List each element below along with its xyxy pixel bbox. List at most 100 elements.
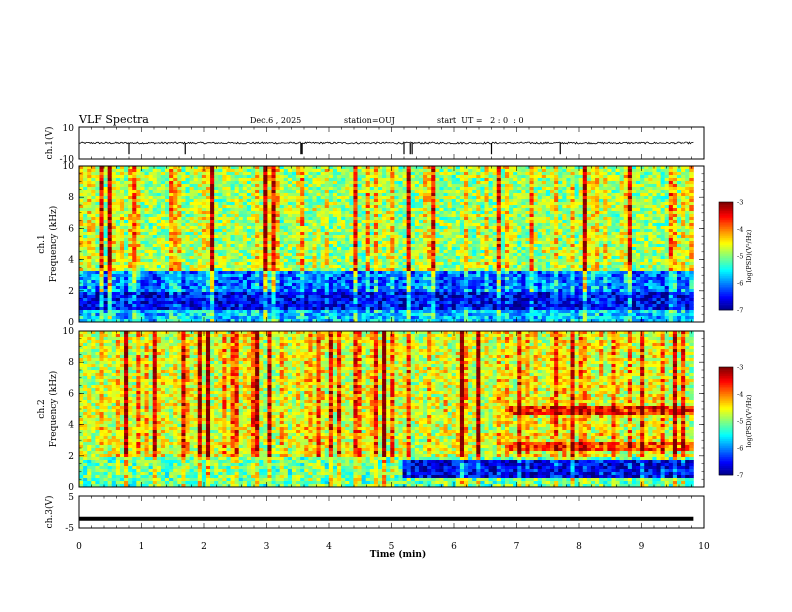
heatmap-cell [234,202,240,206]
heatmap-cell [406,289,412,293]
heatmap-cell [390,298,395,302]
heatmap-cell [337,226,342,230]
heatmap-cell [406,283,412,287]
heatmap-cell [267,265,272,269]
heatmap-cell [459,184,465,188]
heatmap-cell [320,181,326,185]
heatmap-cell [439,211,444,215]
heatmap-cell [255,313,260,317]
heatmap-cell [365,241,371,245]
heatmap-cell [328,247,334,251]
heatmap-cell [418,202,424,206]
heatmap-cell [267,178,272,182]
heatmap-cell [291,226,297,230]
heatmap-cell [410,223,416,227]
heatmap-cell [447,184,453,188]
heatmap-cell [378,211,383,215]
heatmap-cell [361,229,367,233]
heatmap-cell [431,211,436,215]
heatmap-cell [177,166,182,170]
heatmap-cell [144,202,150,206]
heatmap-cell [271,262,276,266]
heatmap-cell [398,271,403,275]
heatmap-cell [201,253,207,257]
heatmap-cell [259,307,264,311]
heatmap-cell [205,244,211,248]
heatmap-cell [156,235,162,239]
heatmap-cell [283,172,289,176]
heatmap-cell [148,208,154,212]
heatmap-cell [234,256,240,260]
heatmap-cell [361,301,367,305]
heatmap-cell [193,295,199,299]
heatmap-cell [136,247,141,251]
heatmap-cell [79,301,84,305]
heatmap-cell [410,319,416,323]
heatmap-cell [128,304,133,308]
heatmap-cell [312,184,317,188]
heatmap-cell [365,190,371,194]
heatmap-cell [447,247,453,251]
heatmap-cell [124,214,129,218]
heatmap-cell [291,310,297,314]
heatmap-cell [222,247,227,251]
heatmap-cell [324,274,330,278]
heatmap-cell [165,190,170,194]
heatmap-cell [439,238,444,242]
heatmap-cell [357,244,363,248]
heatmap-cell [132,301,137,305]
heatmap-cell [259,310,264,314]
heatmap-cell [341,190,346,194]
heatmap-cell [83,256,88,260]
heatmap-cell [357,184,363,188]
heatmap-cell [304,313,309,317]
heatmap-cell [214,298,219,302]
heatmap-cell [205,202,211,206]
heatmap-cell [378,232,383,236]
heatmap-cell [189,286,195,290]
heatmap-cell [169,298,174,302]
heatmap-cell [267,313,272,317]
heatmap-cell [148,310,154,314]
heatmap-cell [402,178,408,182]
heatmap-cell [443,220,449,224]
heatmap-cell [124,226,129,230]
heatmap-cell [259,283,264,287]
heatmap-cell [242,292,248,296]
heatmap-cell [218,289,223,293]
heatmap-cell [328,271,334,275]
heatmap-cell [156,301,162,305]
heatmap-cell [124,184,129,188]
heatmap-cell [337,274,342,278]
heatmap-cell [447,262,453,266]
heatmap-cell [308,196,313,200]
heatmap-cell [455,253,461,257]
heatmap-cell [119,187,125,191]
heatmap-cell [205,316,211,320]
heatmap-cell [185,244,190,248]
heatmap-cell [316,295,322,299]
heatmap-cell [332,289,338,293]
heatmap-cell [455,244,461,248]
heatmap-cell [316,226,322,230]
heatmap-cell [79,169,84,173]
heatmap-cell [181,190,186,194]
heatmap-cell [349,280,354,284]
heatmap-cell [382,220,387,224]
heatmap-cell [279,217,285,221]
heatmap-cell [140,205,145,209]
heatmap-cell [459,271,465,275]
heatmap-cell [197,187,203,191]
heatmap-cell [332,250,338,254]
heatmap-cell [447,214,453,218]
heatmap-cell [259,247,264,251]
heatmap-cell [402,235,408,239]
heatmap-cell [169,214,174,218]
heatmap-cell [369,205,375,209]
heatmap-cell [222,178,227,182]
heatmap-cell [218,199,223,203]
heatmap-cell [87,289,92,293]
heatmap-cell [279,316,285,320]
heatmap-cell [267,289,272,293]
heatmap-cell [357,178,363,182]
